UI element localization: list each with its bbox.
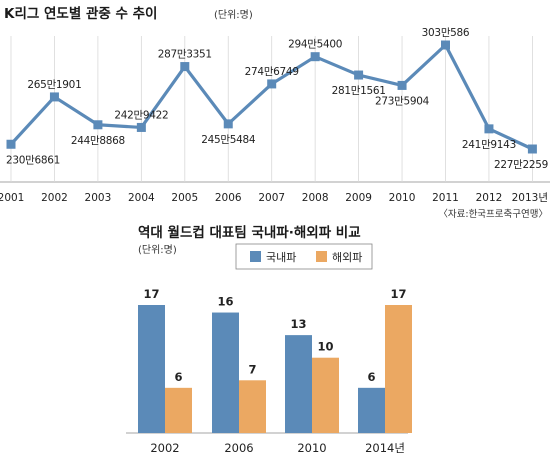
attendance-point (267, 79, 277, 89)
attendance-point (6, 139, 16, 149)
year-tick-label: 2001 (0, 192, 24, 204)
bar-chart-bars: 17 6 2002 16 7 2006 13 10 2010 6 17 2014년 (138, 287, 412, 455)
attendance-value-label: 274만6749 (245, 66, 299, 78)
bar-chart-title: 역대 월드컵 대표팀 국내파·해외파 비교 (138, 224, 361, 241)
bar-value-label: 16 (217, 295, 233, 309)
attendance-point (180, 62, 190, 72)
legend-label-overseas: 해외파 (332, 250, 362, 264)
year-tick-label: 2006 (215, 192, 242, 204)
attendance-point (484, 124, 494, 134)
attendance-point (136, 122, 146, 132)
bar-domestic (358, 387, 385, 433)
bar-value-label: 6 (174, 370, 182, 384)
bar-value-label: 7 (248, 362, 256, 376)
year-tick-label: 2003 (85, 192, 112, 204)
year-tick-label: 2013년 (512, 192, 548, 204)
bar-category-label: 2002 (150, 441, 179, 455)
bar-overseas (239, 380, 266, 433)
attendance-value-label: 244만8868 (71, 135, 125, 147)
bar-category-label: 2014년 (365, 441, 405, 455)
bar-value-label: 10 (317, 340, 333, 354)
bar-value-label: 6 (367, 370, 375, 384)
line-chart-source: 〈자료:한국프로축구연맹〉 (438, 209, 548, 220)
year-tick-label: 2011 (432, 192, 459, 204)
bar-domestic (138, 305, 165, 433)
attendance-point (397, 80, 407, 90)
attendance-point (441, 40, 450, 50)
year-tick-label: 2005 (171, 192, 198, 204)
year-tick-label: 2002 (41, 192, 68, 204)
attendance-value-label: 241만9143 (462, 139, 516, 151)
line-chart-gridlines (10, 36, 533, 182)
line-chart-value-labels: 230만6861 265만1901 244만8868 242만9422 287만3351… (6, 27, 548, 171)
year-tick-label: 2007 (258, 192, 285, 204)
bar-value-label: 17 (143, 287, 159, 301)
year-tick-label: 2009 (345, 192, 372, 204)
year-tick-label: 2004 (128, 192, 155, 204)
bar-domestic (212, 312, 239, 433)
attendance-value-label: 273만5904 (375, 95, 430, 107)
worldcup-bar-chart: 역대 월드컵 대표팀 국내파·해외파 비교 (단위:명) 국내파 해외파 17 6… (126, 224, 412, 455)
attendance-value-label: 245만5484 (201, 134, 256, 146)
bar-chart-legend: 국내파 해외파 (235, 243, 373, 270)
attendance-point (49, 92, 59, 102)
line-chart-series (6, 40, 537, 154)
year-tick-label: 2010 (389, 192, 416, 204)
bar-overseas (312, 357, 339, 433)
attendance-point (310, 52, 320, 62)
bar-category-label: 2010 (297, 441, 326, 455)
attendance-line-chart: K리그 연도별 관중 수 추이 (단위:명) 230만6861265만19012… (0, 5, 550, 220)
line-chart-title: K리그 연도별 관중 수 추이 (4, 5, 157, 22)
legend-swatch-overseas (316, 251, 327, 262)
attendance-point (93, 120, 103, 130)
attendance-value-label: 242만9422 (114, 109, 168, 121)
attendance-value-label: 294만5400 (288, 39, 342, 51)
attendance-point (354, 70, 364, 80)
attendance-value-label: 230만6861 (6, 154, 60, 166)
attendance-value-label: 281만1561 (332, 85, 386, 97)
attendance-value-label: 265만1901 (27, 79, 81, 91)
legend-label-domestic: 국내파 (266, 251, 296, 264)
bar-chart-unit: (단위:명) (138, 243, 177, 256)
attendance-value-label: 303만586 (422, 27, 470, 39)
attendance-point (223, 119, 233, 129)
bar-category-label: 2006 (224, 441, 253, 455)
attendance-point (527, 144, 537, 154)
attendance-value-label: 287만3351 (158, 49, 212, 61)
bar-overseas (385, 305, 412, 433)
bar-value-label: 13 (290, 317, 306, 331)
line-chart-unit: (단위:명) (214, 8, 253, 21)
year-tick-label: 2012 (476, 192, 503, 204)
bar-overseas (165, 387, 192, 433)
year-tick-label: 2008 (302, 192, 329, 204)
attendance-value-label: 227만2259 (494, 159, 548, 171)
bar-value-label: 17 (390, 287, 406, 301)
line-chart-tick-labels: 2001 2002 2003 2004 2005 2006 2007 2008 2009 2010… (0, 192, 548, 204)
bar-domestic (285, 335, 312, 433)
legend-swatch-domestic (250, 251, 261, 262)
